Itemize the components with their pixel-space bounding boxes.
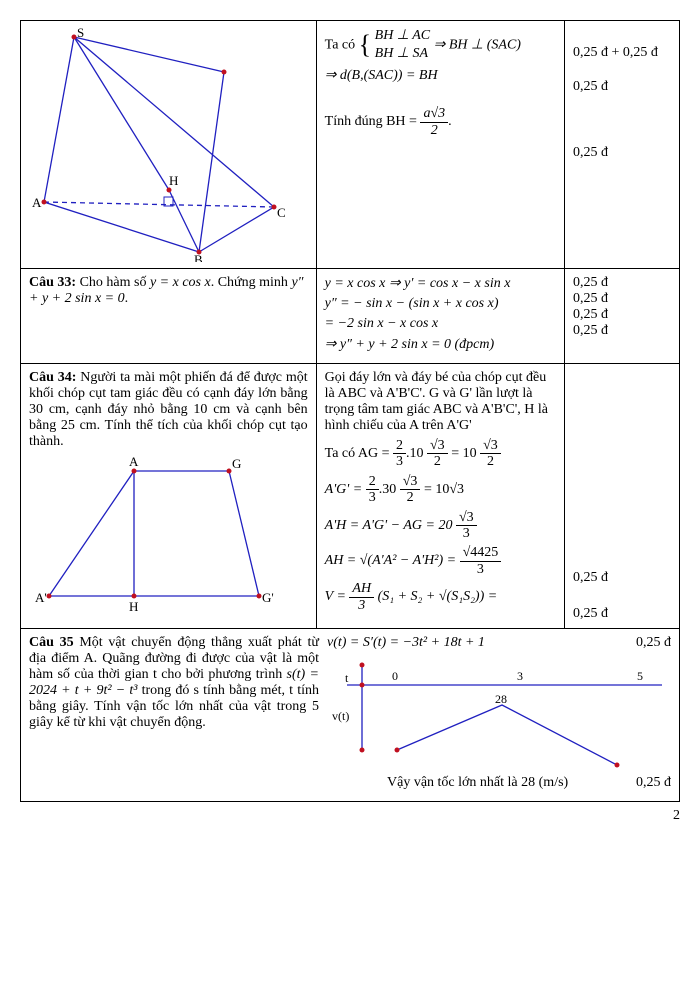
cell-32-points: 0,25 đ + 0,25 đ 0,25 đ 0,25 đ bbox=[564, 21, 679, 269]
answer-table: S A C B H Ta có { BH ⊥ AC BH ⊥ SA ⇒ BH ⊥… bbox=[20, 20, 680, 802]
cau34-label: Câu 34: bbox=[29, 370, 76, 385]
svg-text:G': G' bbox=[262, 590, 274, 605]
cell-32-solution: Ta có { BH ⊥ AC BH ⊥ SA ⇒ BH ⊥ (SAC) ⇒ d… bbox=[316, 21, 564, 269]
imp2: ⇒ d(B,(SAC)) = BH bbox=[325, 67, 556, 84]
cell-32-question: S A C B H bbox=[21, 21, 317, 269]
imp1: ⇒ BH ⊥ (SAC) bbox=[434, 37, 521, 52]
pts-35-2: 0,25 đ bbox=[636, 775, 671, 791]
svg-text:B: B bbox=[194, 252, 203, 262]
svg-text:28: 28 bbox=[495, 692, 507, 706]
row-33: Câu 33: Cho hàm số y = x cos x. Chứng mi… bbox=[21, 269, 680, 364]
cell-35-solution: v(t) = S′(t) = −3t² + 18t + 1 0,25 đ t 0… bbox=[327, 635, 671, 795]
cell-34-points: 0,25 đ 0,25 đ bbox=[564, 364, 679, 629]
svg-text:A': A' bbox=[35, 590, 47, 605]
svg-text:H: H bbox=[129, 599, 138, 614]
bh-frac: a√3 2 bbox=[420, 106, 448, 138]
page-number: 2 bbox=[20, 808, 680, 824]
svg-text:3: 3 bbox=[517, 669, 523, 683]
row-32: S A C B H Ta có { BH ⊥ AC BH ⊥ SA ⇒ BH ⊥… bbox=[21, 21, 680, 269]
cau33-label: Câu 33: bbox=[29, 275, 76, 290]
svg-text:t: t bbox=[345, 671, 349, 685]
pts-32-3: 0,25 đ bbox=[573, 145, 671, 161]
sol34-intro: Gọi đáy lớn và đáy bé của chóp cụt đều l… bbox=[325, 370, 556, 434]
bh-sa: BH ⊥ SA bbox=[375, 46, 428, 61]
cell-33-question: Câu 33: Cho hàm số y = x cos x. Chứng mi… bbox=[21, 269, 317, 364]
cell-33-solution: y = x cos x ⇒ y′ = cos x − x sin x y″ = … bbox=[316, 269, 564, 364]
cell-33-points: 0,25 đ 0,25 đ 0,25 đ 0,25 đ bbox=[564, 269, 679, 364]
cell-35: Câu 35 Một vật chuyển động thẳng xuất ph… bbox=[21, 629, 680, 802]
frustum-figure: A G A' H G' bbox=[29, 456, 289, 616]
row-34: Câu 34: Người ta mài một phiến đá để đượ… bbox=[21, 364, 680, 629]
s33-1: y = x cos x ⇒ y′ = cos x − x sin x bbox=[325, 275, 556, 292]
pts-32-2: 0,25 đ bbox=[573, 79, 671, 95]
vt-graph: t 0 3 5 v(t) 28 bbox=[327, 655, 667, 775]
svg-text:C: C bbox=[277, 205, 286, 220]
bh-ac: BH ⊥ AC bbox=[375, 28, 431, 43]
s33-4: ⇒ y″ + y + 2 sin x = 0 (đpcm) bbox=[325, 336, 556, 353]
vt-eq: v(t) = S′(t) = −3t² + 18t + 1 bbox=[327, 635, 485, 650]
cau35-label: Câu 35 bbox=[29, 635, 74, 650]
pts-35-1: 0,25 đ bbox=[636, 635, 671, 651]
s33-3: = −2 sin x − x cos x bbox=[325, 316, 556, 332]
svg-text:G: G bbox=[232, 456, 241, 471]
cell-35-question: Câu 35 Một vật chuyển động thẳng xuất ph… bbox=[29, 635, 327, 795]
svg-text:0: 0 bbox=[392, 669, 398, 683]
tinh-label: Tính đúng BH = bbox=[325, 114, 417, 129]
cell-34-solution: Gọi đáy lớn và đáy bé của chóp cụt đều l… bbox=[316, 364, 564, 629]
svg-text:H: H bbox=[169, 173, 178, 188]
taco-label: Ta có bbox=[325, 37, 356, 52]
pts-32-1: 0,25 đ + 0,25 đ bbox=[573, 45, 671, 61]
cell-34-question: Câu 34: Người ta mài một phiến đá để đượ… bbox=[21, 364, 317, 629]
svg-text:S: S bbox=[77, 27, 84, 40]
brace-icon: { bbox=[359, 32, 371, 58]
row-35: Câu 35 Một vật chuyển động thẳng xuất ph… bbox=[21, 629, 680, 802]
s33-2: y″ = − sin x − (sin x + x cos x) bbox=[325, 296, 556, 312]
concl-35: Vậy vận tốc lớn nhất là 28 (m/s) bbox=[387, 775, 568, 790]
svg-text:A: A bbox=[32, 195, 42, 210]
tetrahedron-figure: S A C B H bbox=[29, 27, 299, 262]
svg-text:5: 5 bbox=[637, 669, 643, 683]
svg-text:A: A bbox=[129, 456, 139, 469]
svg-text:v(t): v(t) bbox=[332, 709, 349, 723]
